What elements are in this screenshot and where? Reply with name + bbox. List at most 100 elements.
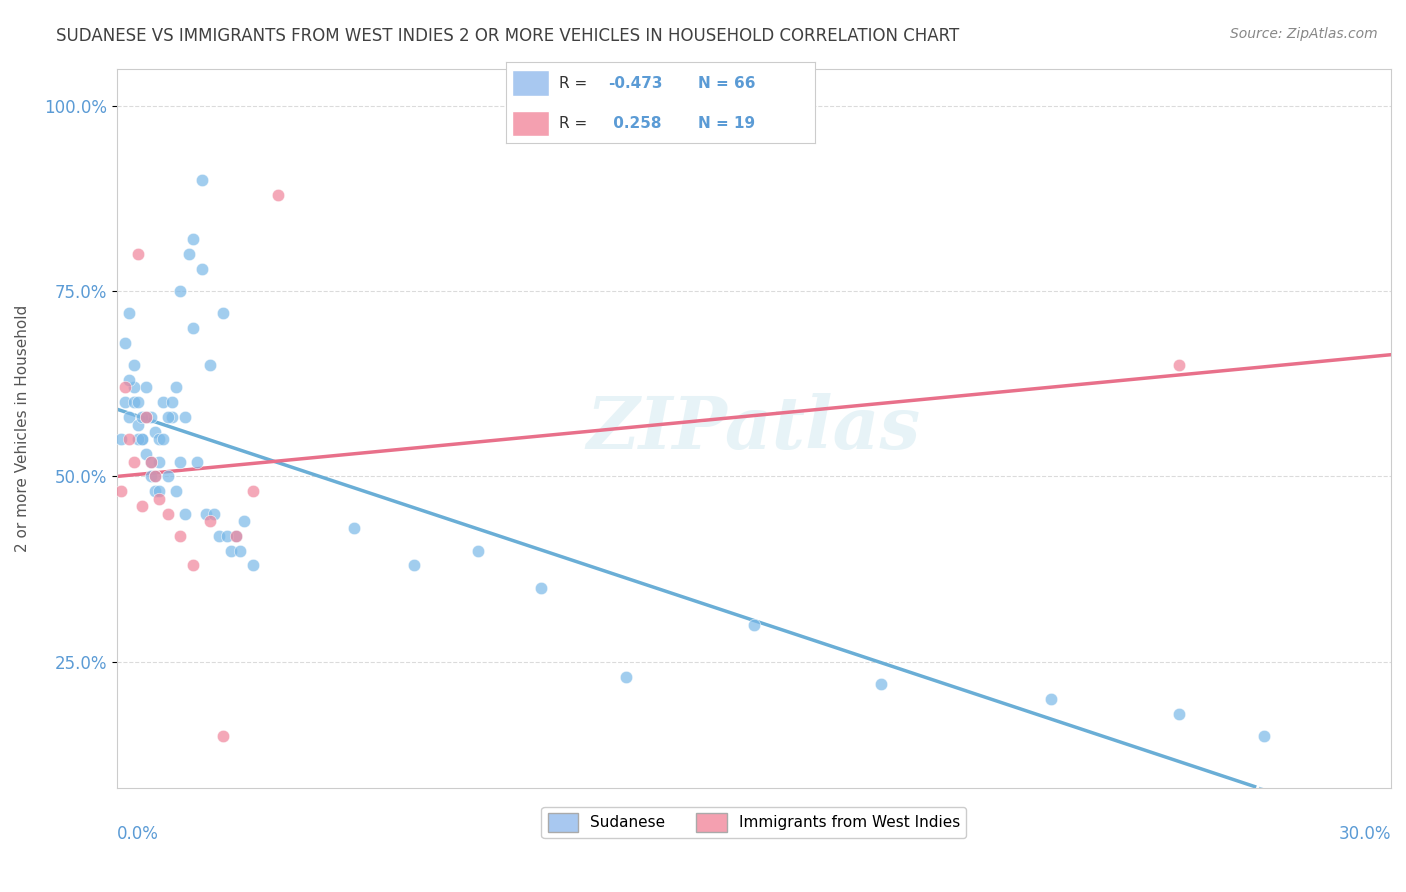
FancyBboxPatch shape: [512, 70, 550, 96]
Point: [135, 410, 157, 425]
Point: [165, 484, 187, 499]
Y-axis label: 2 or more Vehicles in Household: 2 or more Vehicles in Household: [15, 304, 30, 552]
Point: [139, 410, 162, 425]
Point: [135, 410, 157, 425]
Point: [139, 454, 162, 468]
Point: [190, 261, 212, 276]
Point: [131, 433, 153, 447]
Point: [742, 617, 765, 632]
Point: [122, 454, 145, 468]
Text: -0.473: -0.473: [609, 76, 662, 91]
Point: [202, 507, 225, 521]
Point: [169, 284, 191, 298]
Point: [194, 507, 217, 521]
Point: [118, 373, 141, 387]
Text: 0.258: 0.258: [609, 116, 662, 131]
Point: [114, 395, 136, 409]
Point: [122, 358, 145, 372]
Text: R =: R =: [558, 76, 592, 91]
Point: [173, 410, 195, 425]
Point: [169, 454, 191, 468]
Point: [143, 425, 166, 439]
Point: [225, 529, 247, 543]
Text: 30.0%: 30.0%: [1339, 825, 1391, 843]
Point: [177, 247, 200, 261]
Point: [110, 433, 132, 447]
Text: SUDANESE VS IMMIGRANTS FROM WEST INDIES 2 OR MORE VEHICLES IN HOUSEHOLD CORRELAT: SUDANESE VS IMMIGRANTS FROM WEST INDIES …: [56, 27, 959, 45]
Point: [169, 529, 191, 543]
Point: [152, 395, 174, 409]
Point: [402, 558, 425, 573]
Point: [127, 247, 149, 261]
Text: N = 19: N = 19: [697, 116, 755, 131]
Point: [114, 335, 136, 350]
Point: [148, 454, 170, 468]
Point: [1253, 729, 1275, 743]
Point: [530, 581, 553, 595]
Point: [215, 529, 238, 543]
Point: [165, 380, 187, 394]
Point: [1167, 706, 1189, 721]
FancyBboxPatch shape: [512, 111, 550, 136]
Text: N = 66: N = 66: [697, 76, 755, 91]
Point: [267, 187, 290, 202]
Point: [139, 454, 162, 468]
Point: [127, 433, 149, 447]
Point: [343, 521, 366, 535]
Legend: Sudanese, Immigrants from West Indies: Sudanese, Immigrants from West Indies: [541, 807, 966, 838]
Point: [211, 306, 233, 320]
Text: 0.0%: 0.0%: [117, 825, 159, 843]
Point: [190, 173, 212, 187]
Text: ZIPatlas: ZIPatlas: [586, 392, 921, 464]
Point: [181, 232, 204, 246]
Point: [242, 558, 264, 573]
Point: [211, 729, 233, 743]
Point: [198, 358, 221, 372]
Point: [127, 395, 149, 409]
Point: [221, 543, 243, 558]
Point: [156, 507, 179, 521]
Point: [143, 484, 166, 499]
Point: [148, 491, 170, 506]
Point: [173, 507, 195, 521]
Point: [467, 543, 489, 558]
Point: [131, 410, 153, 425]
Point: [233, 514, 256, 528]
Point: [118, 306, 141, 320]
Point: [143, 469, 166, 483]
Point: [127, 417, 149, 432]
Point: [181, 321, 204, 335]
Point: [131, 499, 153, 513]
Point: [114, 380, 136, 394]
Point: [135, 380, 157, 394]
Point: [160, 410, 183, 425]
Point: [1040, 692, 1063, 706]
Point: [148, 433, 170, 447]
Point: [160, 395, 183, 409]
Point: [1167, 358, 1189, 372]
Point: [242, 484, 264, 499]
Point: [229, 543, 252, 558]
Point: [198, 514, 221, 528]
Point: [110, 484, 132, 499]
Point: [148, 484, 170, 499]
Point: [156, 410, 179, 425]
Point: [135, 447, 157, 461]
Point: [122, 380, 145, 394]
Point: [225, 529, 247, 543]
Point: [614, 670, 637, 684]
Point: [139, 469, 162, 483]
Point: [118, 433, 141, 447]
Text: Source: ZipAtlas.com: Source: ZipAtlas.com: [1230, 27, 1378, 41]
Point: [122, 395, 145, 409]
Point: [870, 677, 893, 691]
Point: [186, 454, 208, 468]
Text: R =: R =: [558, 116, 592, 131]
Point: [131, 433, 153, 447]
Point: [152, 433, 174, 447]
Point: [156, 469, 179, 483]
Point: [118, 410, 141, 425]
Point: [143, 469, 166, 483]
Point: [207, 529, 229, 543]
Point: [181, 558, 204, 573]
